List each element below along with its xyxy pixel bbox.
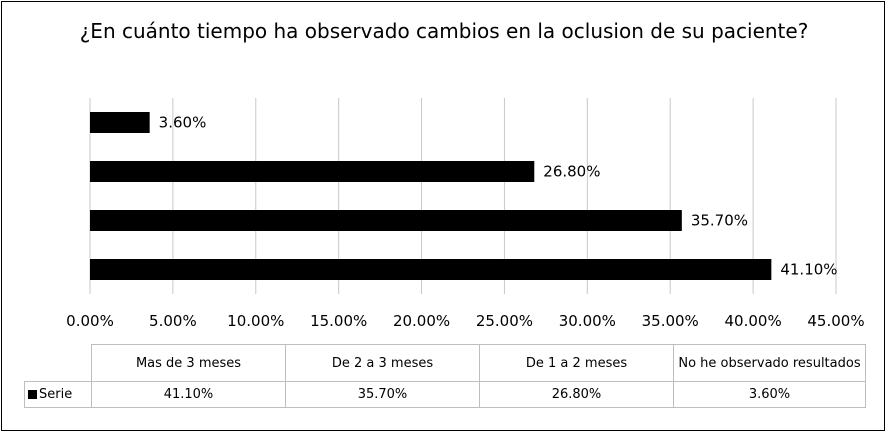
bar (90, 112, 150, 133)
chart-title: ¿En cuánto tiempo ha observado cambios e… (79, 19, 809, 43)
data-label: 26.80% (543, 163, 600, 181)
x-tick-label: 5.00% (149, 312, 197, 330)
data-table-header-row: Mas de 3 meses De 2 a 3 meses De 1 a 2 m… (24, 344, 866, 382)
bar (90, 259, 772, 280)
table-header-cell: No he observado resultados (673, 344, 866, 382)
data-table-corner (24, 344, 92, 382)
data-table-row: Serie 41.10% 35.70% 26.80% 3.60% (24, 381, 866, 408)
data-table: Mas de 3 meses De 2 a 3 meses De 1 a 2 m… (24, 344, 866, 408)
series-label-cell: Serie (24, 381, 92, 408)
bar (90, 210, 682, 231)
table-value-cell: 26.80% (479, 381, 674, 408)
x-tick-label: 20.00% (393, 312, 450, 330)
x-tick-label: 40.00% (725, 312, 782, 330)
x-tick-label: 45.00% (807, 312, 864, 330)
x-tick-label: 10.00% (227, 312, 284, 330)
table-value-cell: 41.10% (91, 381, 286, 408)
x-tick-label: 15.00% (310, 312, 367, 330)
table-header-cell: De 2 a 3 meses (285, 344, 480, 382)
table-header-cell: Mas de 3 meses (91, 344, 286, 382)
table-header-cell: De 1 a 2 meses (479, 344, 674, 382)
data-label: 35.70% (691, 212, 748, 230)
legend-key-icon (28, 390, 37, 399)
bar (90, 161, 535, 182)
x-tick-label: 30.00% (559, 312, 616, 330)
data-label: 41.10% (780, 261, 837, 279)
x-tick-label: 25.00% (476, 312, 533, 330)
table-value-cell: 3.60% (673, 381, 866, 408)
data-label: 3.60% (159, 114, 207, 132)
series-name: Serie (39, 387, 73, 402)
table-value-cell: 35.70% (285, 381, 480, 408)
x-tick-label: 35.00% (642, 312, 699, 330)
x-tick-label: 0.00% (66, 312, 114, 330)
